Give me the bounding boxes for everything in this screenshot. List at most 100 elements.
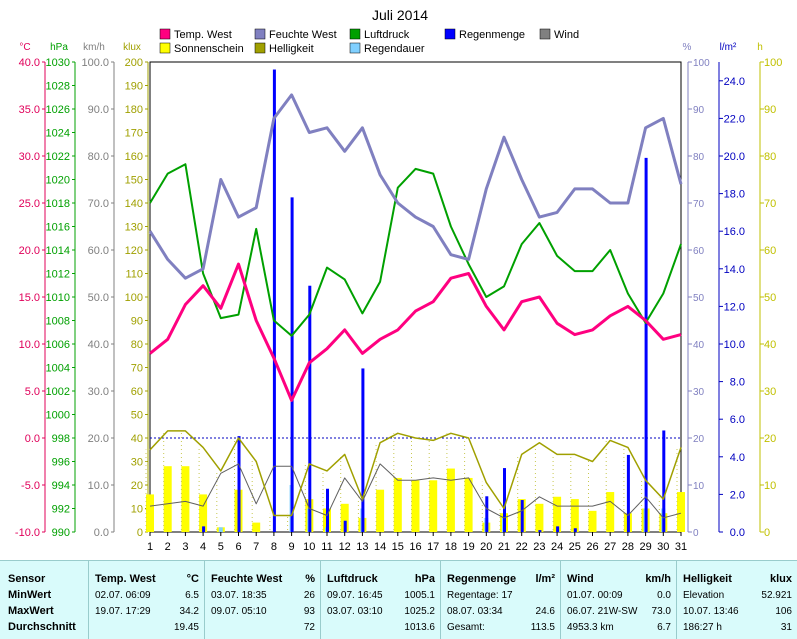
- rain-bar: [202, 526, 206, 532]
- sunshine-bar: [181, 466, 190, 532]
- min-label: MinWert: [8, 589, 52, 601]
- rain-bar: [573, 528, 577, 532]
- day-label: 1: [147, 541, 153, 553]
- wind-row-1-value: 73.0: [651, 606, 671, 617]
- wind-tick-label: 50.0: [88, 292, 109, 304]
- day-label: 4: [200, 541, 206, 553]
- pressure-tick-label: 990: [52, 527, 70, 539]
- lux-tick-label: 10: [131, 504, 143, 516]
- sunshine-bar: [163, 466, 172, 532]
- pressure-tick-label: 1024: [46, 128, 70, 140]
- sunshine-tick-label: 10: [764, 480, 776, 492]
- day-label: 6: [235, 541, 241, 553]
- temp-tick-label: 5.0: [25, 386, 40, 398]
- lux-column: Helligkeit klux Elevation 52.921 10.07. 13:4…: [676, 561, 797, 639]
- temp-tick-label: 35.0: [19, 104, 40, 116]
- day-label: 15: [392, 541, 404, 553]
- rain-tick-label: 20.0: [724, 151, 745, 163]
- rain-tick-label: 10.0: [724, 339, 745, 351]
- pressure-tick-label: 1004: [46, 363, 70, 375]
- sunshine-bar: [677, 492, 685, 532]
- wind-row-0-label: 01.07. 00:09: [567, 590, 623, 601]
- pressure-row-2-value: 1013.6: [404, 622, 435, 633]
- pressure-tick-label: 1014: [46, 245, 70, 257]
- legend-swatch: [159, 42, 171, 54]
- rain-bar: [538, 530, 542, 532]
- rain-tick-label: 22.0: [724, 113, 745, 125]
- lux-unit: klux: [769, 573, 792, 585]
- lux-row-1-value: 106: [775, 606, 792, 617]
- lux-tick-label: 120: [125, 245, 143, 257]
- humidity-tick-label: 40: [693, 340, 705, 351]
- sunshine-bar: [570, 499, 579, 532]
- humidity-row-1-label: 09.07. 05:10: [211, 606, 267, 617]
- lux-tick-label: 80: [131, 339, 143, 351]
- pressure-row-0-label: 09.07. 16:45: [327, 590, 383, 601]
- rain-tick-label: 0.0: [730, 527, 745, 539]
- humidity-tick-label: 10: [693, 481, 705, 492]
- day-label: 14: [374, 541, 386, 553]
- day-label: 2: [165, 541, 171, 553]
- plot-frame: [149, 61, 682, 533]
- sensor-header: Sensor: [8, 573, 46, 585]
- sunshine-axis-unit: h: [757, 42, 763, 53]
- sunshine-bar: [340, 503, 349, 532]
- temp-axis-unit: °C: [19, 42, 30, 53]
- pressure-tick-label: 1030: [46, 57, 70, 69]
- lux-tick-label: 110: [125, 269, 143, 281]
- wind-row-2-value: 6.7: [657, 622, 671, 633]
- pressure-tick-label: 1010: [46, 292, 70, 304]
- legend-swatch: [444, 28, 456, 40]
- rain-bar: [485, 496, 489, 532]
- wind-tick-label: 30.0: [88, 386, 109, 398]
- pressure-column: Luftdruck hPa 09.07. 16:45 1005.1 03.07. 03:…: [320, 561, 441, 639]
- sunshine-tick-label: 40: [764, 339, 776, 351]
- humidity-tick-label: 90: [693, 105, 705, 116]
- day-label: 20: [480, 541, 492, 553]
- pressure-unit: hPa: [414, 573, 435, 585]
- legend-swatch: [539, 28, 551, 40]
- lux-tick-label: 140: [125, 198, 143, 210]
- rain-unit: l/m²: [535, 573, 555, 585]
- temp-column: Temp. West °C 02.07. 06:09 6.5 19.07. 17:29 3…: [88, 561, 205, 639]
- legend-label: Luftdruck: [364, 29, 410, 41]
- wind-line: [149, 463, 682, 519]
- lux-row-1-label: 10.07. 13:46: [683, 606, 739, 617]
- rain-tick-label: 2.0: [730, 489, 745, 501]
- rain-bar: [308, 285, 312, 532]
- day-label: 16: [409, 541, 421, 553]
- day-label: 30: [657, 541, 669, 553]
- sunshine-bar: [252, 522, 261, 532]
- feuchte-west-line: [148, 93, 683, 280]
- temp-tick-label: 10.0: [19, 339, 40, 351]
- humidity-tick-label: 70: [693, 199, 705, 210]
- day-label: 8: [271, 541, 277, 553]
- temp-row-1-value: 34.2: [179, 606, 199, 617]
- rain-tick-label: 8.0: [730, 377, 745, 389]
- wind-tick-label: 90.0: [88, 104, 109, 116]
- wind-tick-label: 70.0: [88, 198, 109, 210]
- wind-column: Wind km/h 01.07. 00:09 0.0 06.07. 21W-SW 73.0…: [560, 561, 677, 639]
- day-label: 31: [675, 541, 687, 553]
- lux-header: Helligkeit: [683, 573, 732, 585]
- sunshine-bar: [393, 477, 402, 532]
- wind-row-1-label: 06.07. 21W-SW: [567, 606, 638, 617]
- wind-tick-label: 40.0: [88, 339, 109, 351]
- sunshine-tick-label: 70: [764, 198, 776, 210]
- sunshine-bar: [429, 480, 438, 532]
- pressure-tick-label: 1006: [46, 339, 70, 351]
- humidity-tick-label: 0: [693, 528, 699, 539]
- pressure-tick-label: 1020: [46, 175, 70, 187]
- rain-bar: [272, 69, 276, 533]
- humidity-tick-label: 100: [693, 58, 710, 69]
- pressure-axis-unit: hPa: [50, 42, 68, 53]
- lux-tick-label: 90: [131, 316, 143, 328]
- lux-tick-label: 70: [131, 363, 143, 375]
- lux-tick-label: 0: [137, 527, 143, 539]
- sunshine-tick-label: 60: [764, 245, 776, 257]
- wind-tick-label: 10.0: [88, 480, 109, 492]
- temp-tick-label: 20.0: [19, 245, 40, 257]
- temp-row-0-value: 6.5: [185, 590, 199, 601]
- lux-tick-label: 160: [125, 151, 143, 163]
- lux-tick-label: 200: [125, 57, 143, 69]
